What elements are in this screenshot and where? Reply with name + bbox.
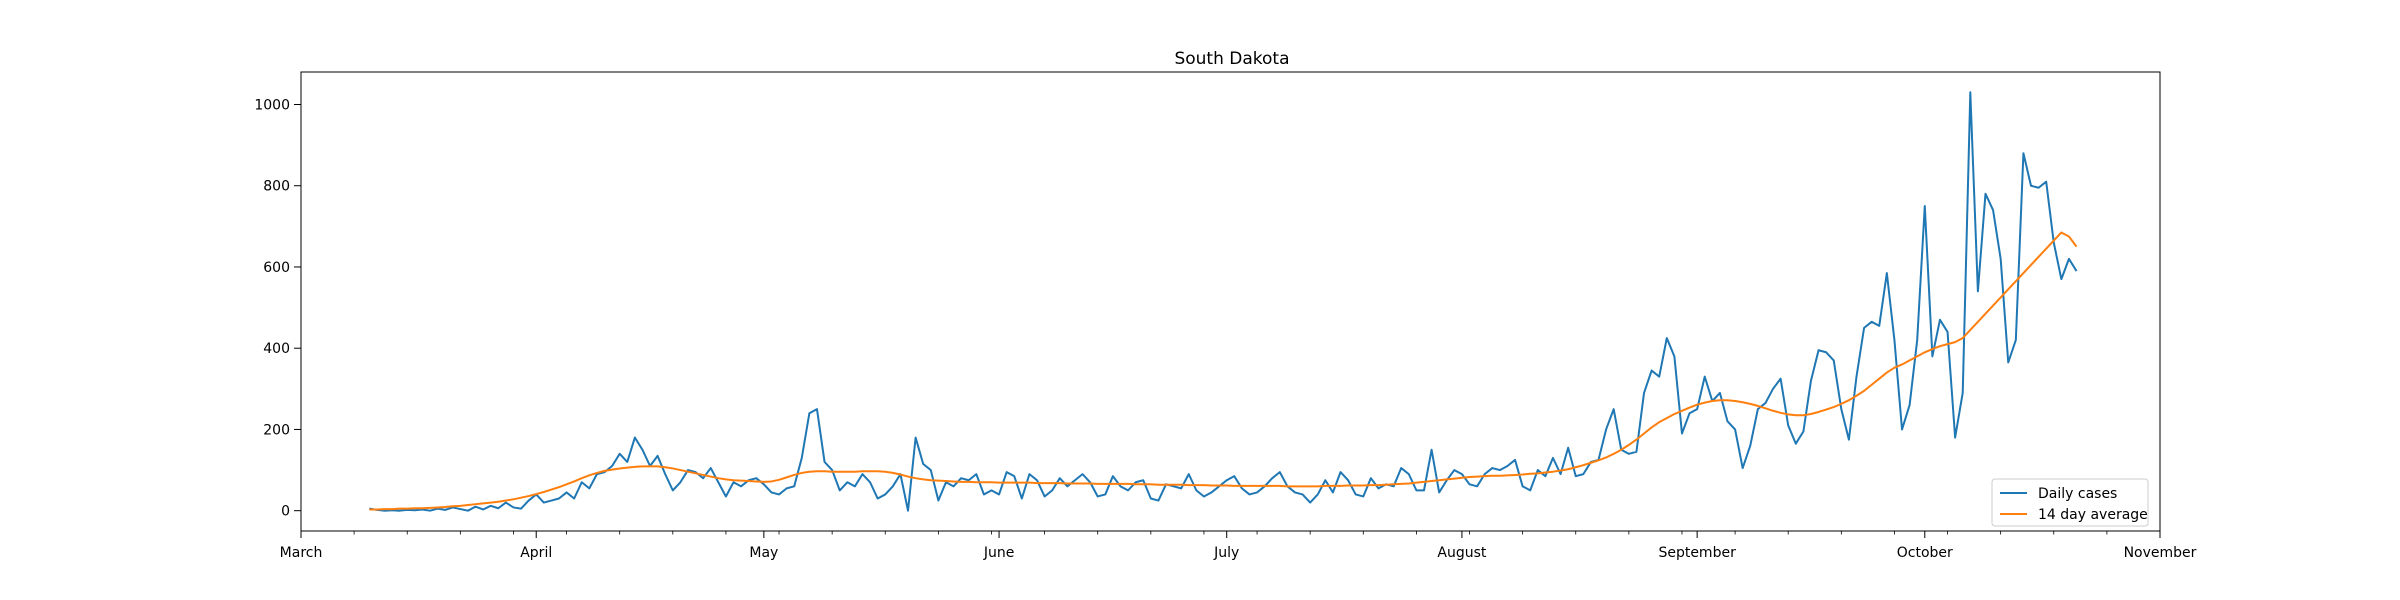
y-tick-label: 200 bbox=[263, 422, 290, 438]
legend: Daily cases 14 day average bbox=[1991, 478, 2149, 527]
x-tick-label: March bbox=[280, 545, 323, 561]
y-tick-label: 400 bbox=[263, 341, 290, 357]
x-tick-label: June bbox=[983, 545, 1015, 561]
plot-area bbox=[300, 71, 2161, 532]
series-layer bbox=[369, 91, 2078, 512]
legend-label-daily-cases: Daily cases bbox=[2038, 486, 2117, 502]
y-tick-label: 1000 bbox=[254, 97, 290, 113]
y-tick-label: 0 bbox=[281, 504, 290, 520]
series-line-daily-cases bbox=[369, 91, 2078, 512]
x-tick-label: May bbox=[749, 545, 778, 561]
x-tick-label: July bbox=[1213, 545, 1239, 561]
y-tick-label: 800 bbox=[263, 179, 290, 195]
x-tick-label: September bbox=[1658, 545, 1736, 561]
x-tick-label: April bbox=[520, 545, 552, 561]
x-tick-label: August bbox=[1437, 545, 1487, 561]
y-axis: 0 200 400 600 800 1000 bbox=[254, 97, 301, 520]
axes-frame bbox=[300, 71, 2161, 532]
series-line-14-day-average bbox=[369, 231, 2078, 511]
legend-box bbox=[1991, 478, 2149, 527]
y-tick-label: 600 bbox=[263, 260, 290, 276]
legend-label-14-day-average: 14 day average bbox=[2038, 507, 2148, 523]
x-tick-label: November bbox=[2124, 545, 2197, 561]
x-axis: March April May June July August September Octo… bbox=[280, 531, 2197, 561]
x-tick-label: October bbox=[1897, 545, 1953, 561]
chart-title: South Dakota bbox=[1174, 49, 1289, 69]
